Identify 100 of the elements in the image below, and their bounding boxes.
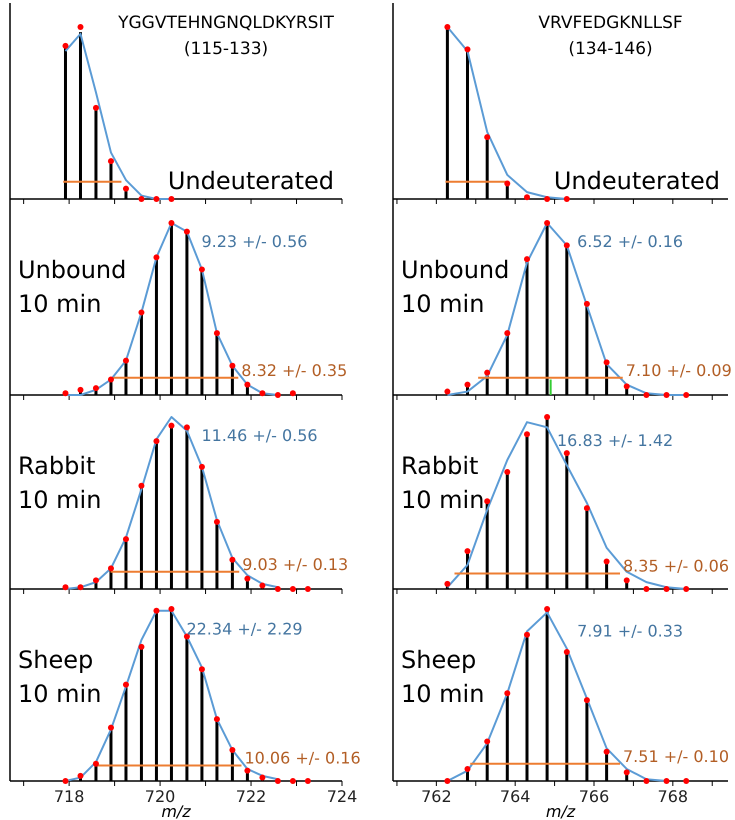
point xyxy=(624,383,630,390)
point xyxy=(444,388,450,395)
point xyxy=(62,778,68,784)
series-label: 11.46 +/- 0.56 xyxy=(201,426,318,445)
text: Unbound 10 min xyxy=(18,256,126,318)
text: Rabbit 10 min xyxy=(18,452,102,514)
point xyxy=(153,608,160,614)
point xyxy=(229,747,236,754)
point xyxy=(504,690,510,696)
point xyxy=(198,666,205,672)
x-tick-label: 718 xyxy=(54,787,84,806)
point xyxy=(604,748,610,755)
point xyxy=(290,586,296,592)
point xyxy=(664,586,670,592)
point xyxy=(77,24,84,30)
point xyxy=(504,469,510,476)
point xyxy=(584,505,590,512)
point xyxy=(92,104,99,111)
point xyxy=(62,584,68,590)
point xyxy=(584,697,590,704)
point xyxy=(484,134,490,140)
point xyxy=(444,24,450,30)
point xyxy=(444,778,450,784)
point xyxy=(214,518,220,525)
point xyxy=(259,390,266,396)
point xyxy=(92,760,99,767)
point xyxy=(683,778,690,784)
point xyxy=(504,330,510,336)
point xyxy=(153,254,160,260)
point xyxy=(108,724,114,731)
annotation: VRVFEDGKNLLSF xyxy=(538,13,683,33)
point xyxy=(153,196,160,202)
point xyxy=(77,772,84,779)
point xyxy=(274,586,281,592)
point xyxy=(229,362,236,369)
series-label: 7.10 +/- 0.09 xyxy=(626,360,732,380)
x-tick-label: 762 xyxy=(421,787,452,806)
point xyxy=(244,576,250,582)
point xyxy=(304,778,311,784)
point xyxy=(524,256,530,262)
point xyxy=(683,392,690,398)
point xyxy=(184,634,190,640)
annotation: YGGVTEHNGNQLDKYRSIT xyxy=(117,13,334,33)
point xyxy=(524,632,530,638)
point xyxy=(214,716,220,722)
text: Rabbit 10 min xyxy=(401,452,484,514)
point xyxy=(259,582,266,589)
point xyxy=(274,392,281,398)
annotation: (134-146) xyxy=(568,39,653,59)
point xyxy=(122,186,129,192)
series-label: 9.03 +/- 0.13 xyxy=(242,554,348,574)
point xyxy=(214,330,220,336)
x-tick-label: 764 xyxy=(500,787,530,806)
point xyxy=(464,382,470,388)
point xyxy=(108,565,114,572)
point xyxy=(564,450,570,456)
point xyxy=(564,649,570,655)
point xyxy=(62,390,68,396)
text: Undeuterated xyxy=(554,167,720,195)
point xyxy=(484,498,490,504)
point xyxy=(664,392,670,398)
point xyxy=(168,196,174,202)
point xyxy=(643,778,650,784)
point xyxy=(464,46,470,52)
text: Sheep 10 min xyxy=(18,646,102,708)
point xyxy=(274,778,281,784)
point xyxy=(122,358,129,364)
point xyxy=(62,42,68,49)
point xyxy=(564,242,570,248)
point xyxy=(138,482,144,489)
text: Undeuterated xyxy=(168,167,334,195)
annotation: (115-133) xyxy=(184,39,268,59)
x-tick-label: 766 xyxy=(578,787,610,806)
point xyxy=(229,556,236,563)
point xyxy=(153,438,160,444)
text: Unbound 10 min xyxy=(401,256,510,318)
point xyxy=(304,586,311,592)
point xyxy=(624,577,630,584)
point xyxy=(168,220,174,226)
point xyxy=(198,464,205,470)
point xyxy=(643,586,650,592)
point xyxy=(643,392,650,398)
point xyxy=(244,768,250,774)
x-tick-label: 768 xyxy=(658,787,688,806)
point xyxy=(168,422,174,429)
series-label: 7.51 +/- 0.10 xyxy=(623,746,730,766)
point xyxy=(524,431,530,438)
point xyxy=(290,390,296,396)
point xyxy=(184,424,190,430)
point xyxy=(244,382,250,388)
series-label: 10.06 +/- 0.16 xyxy=(244,748,361,768)
point xyxy=(444,580,450,587)
point xyxy=(564,196,570,202)
series-label: 9.23 +/- 0.56 xyxy=(201,232,308,251)
x-axis-title: m/z xyxy=(546,802,576,820)
point xyxy=(524,194,530,200)
point xyxy=(464,766,470,772)
point xyxy=(122,682,129,688)
series-label: 7.91 +/- 0.33 xyxy=(577,621,684,640)
point xyxy=(77,584,84,590)
